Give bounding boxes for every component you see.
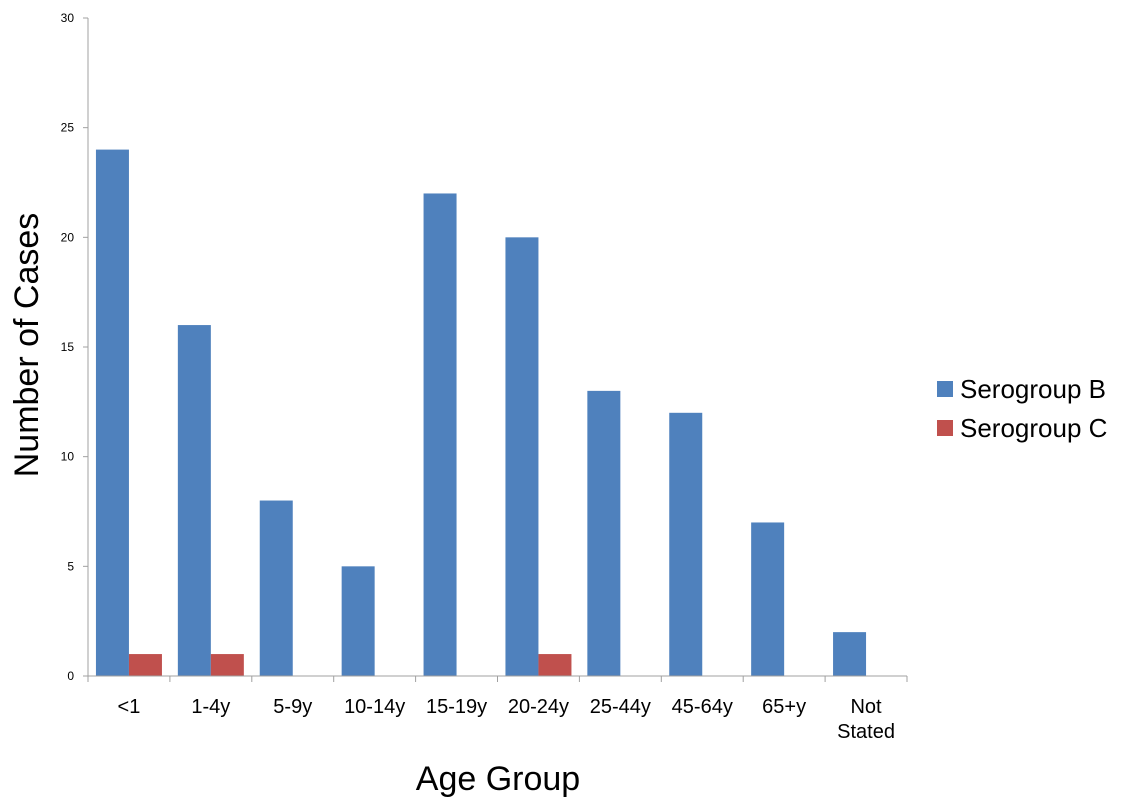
y-tick-label: 30 [61,11,75,25]
y-tick-label: 25 [61,121,75,135]
bar-serogroup-b [341,566,375,676]
x-tick-label: 5-9y [273,696,312,718]
x-tick-label: 20-24y [508,696,569,718]
x-tick-label: 25-44y [590,696,651,718]
y-tick-label: 10 [61,450,75,464]
x-tick-label: 10-14y [344,696,405,718]
bar-serogroup-c [210,654,244,676]
y-axis-tick-labels: 0 5 10 15 20 25 30 [61,11,75,683]
legend-label: Serogroup C [960,413,1107,443]
x-tick-label: 65+y [762,696,806,718]
legend-label: Serogroup B [960,374,1106,404]
bar-serogroup-b [751,522,785,676]
y-tick-label: 5 [67,559,74,573]
bar-serogroup-c [128,654,162,676]
x-axis-ticks [87,676,908,682]
bar-serogroup-b [259,500,293,676]
y-axis-ticks [83,17,88,677]
bar-serogroup-b [177,325,211,676]
bar-serogroup-b [505,237,539,677]
bar-serogroup-b [95,149,129,677]
bar-serogroup-b [669,412,703,676]
bar-serogroup-b [423,193,457,676]
x-axis-tick-labels: <1 1-4y 5-9y 10-14y 15-19y 20-24y 25-44y 45-64y… [118,696,895,743]
y-tick-label: 0 [67,669,74,683]
x-axis-title: Age Group [416,760,580,798]
legend-swatch [937,420,953,436]
bars [95,149,867,677]
bar-serogroup-b [833,632,867,676]
bar-serogroup-b [587,390,621,676]
x-tick-label: 15-19y [426,696,487,718]
y-tick-label: 15 [61,340,75,354]
x-tick-label: 45-64y [672,696,733,718]
y-tick-label: 20 [61,230,75,244]
x-tick-label: 1-4y [191,696,230,718]
x-tick-label: Not Stated [837,696,895,743]
x-tick-label: <1 [118,696,141,718]
y-axis-title: Number of Cases [8,213,46,478]
legend: Serogroup B Serogroup C [937,374,1107,443]
bar-serogroup-c [538,654,572,676]
legend-swatch [937,381,953,397]
